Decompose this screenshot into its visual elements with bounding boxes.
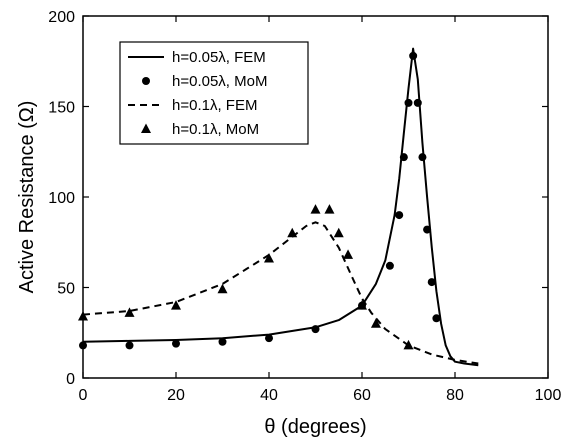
legend: h=0.05λ, FEM h=0.05λ, MoM h=0.1λ, FEM h=0.1…	[119, 41, 309, 145]
x-axis-label: θ (degrees)	[264, 416, 366, 438]
series-3-point-12	[403, 339, 414, 350]
plot-marks	[78, 47, 479, 367]
legend-swatch-1	[142, 77, 150, 85]
series-1-point-3	[218, 337, 227, 346]
legend-label-0: h=0.05λ, FEM	[172, 49, 266, 66]
series-1-point-15	[427, 278, 436, 287]
x-tick-label-5: 100	[535, 387, 562, 404]
x-tick-label-4: 80	[446, 387, 464, 404]
series-1-point-2	[172, 339, 180, 348]
y-tick-label-2: 100	[48, 190, 75, 207]
series-1-point-5	[311, 325, 320, 334]
series-3-point-5	[287, 227, 298, 238]
y-tick-label-0: 0	[66, 371, 75, 388]
series-3-point-9	[343, 249, 354, 259]
series-1-point-1	[125, 341, 134, 350]
series-3-point-4	[264, 253, 274, 263]
series-line-2	[82, 221, 479, 365]
series-3-point-1	[124, 307, 135, 317]
series-3-point-7	[324, 204, 335, 214]
series-1-point-12	[413, 98, 422, 107]
series-1-point-14	[423, 225, 432, 234]
series-1-point-9	[399, 153, 408, 162]
legend-label-1: h=0.05λ, MoM	[172, 73, 267, 90]
y-axis-label: Active Resistance (Ω)	[16, 101, 38, 294]
x-tick-label-3: 60	[353, 387, 371, 404]
y-tick-label-3: 150	[48, 100, 75, 117]
series-1-point-10	[404, 98, 413, 107]
series-3-point-8	[333, 227, 344, 238]
x-tick-label-0: 0	[79, 387, 88, 404]
legend-swatch-3	[141, 123, 151, 133]
x-tick-label-2: 40	[260, 387, 278, 404]
series-3-point-6	[310, 204, 321, 214]
series-1-point-4	[265, 334, 273, 343]
series-1-point-16	[432, 314, 441, 323]
legend-box	[119, 41, 309, 145]
legend-label-3: h=0.1λ, MoM	[172, 121, 259, 138]
x-tick-label-1: 20	[167, 387, 185, 404]
series-3-point-2	[171, 300, 181, 310]
series-3-point-3	[217, 283, 228, 294]
y-tick-label-1: 50	[57, 281, 75, 298]
series-1-point-7	[385, 261, 394, 270]
series-1-point-13	[418, 153, 427, 162]
series-1-point-11	[409, 51, 418, 60]
series-3-point-10	[357, 300, 367, 310]
series-3-point-11	[370, 318, 381, 328]
y-tick-label-4: 200	[48, 9, 75, 26]
legend-label-2: h=0.1λ, FEM	[172, 97, 257, 114]
series-1-point-8	[395, 211, 404, 220]
axes: 0 20 40 60 80 100 0 50 100 150 200	[48, 9, 561, 404]
series-line-0	[82, 47, 479, 367]
